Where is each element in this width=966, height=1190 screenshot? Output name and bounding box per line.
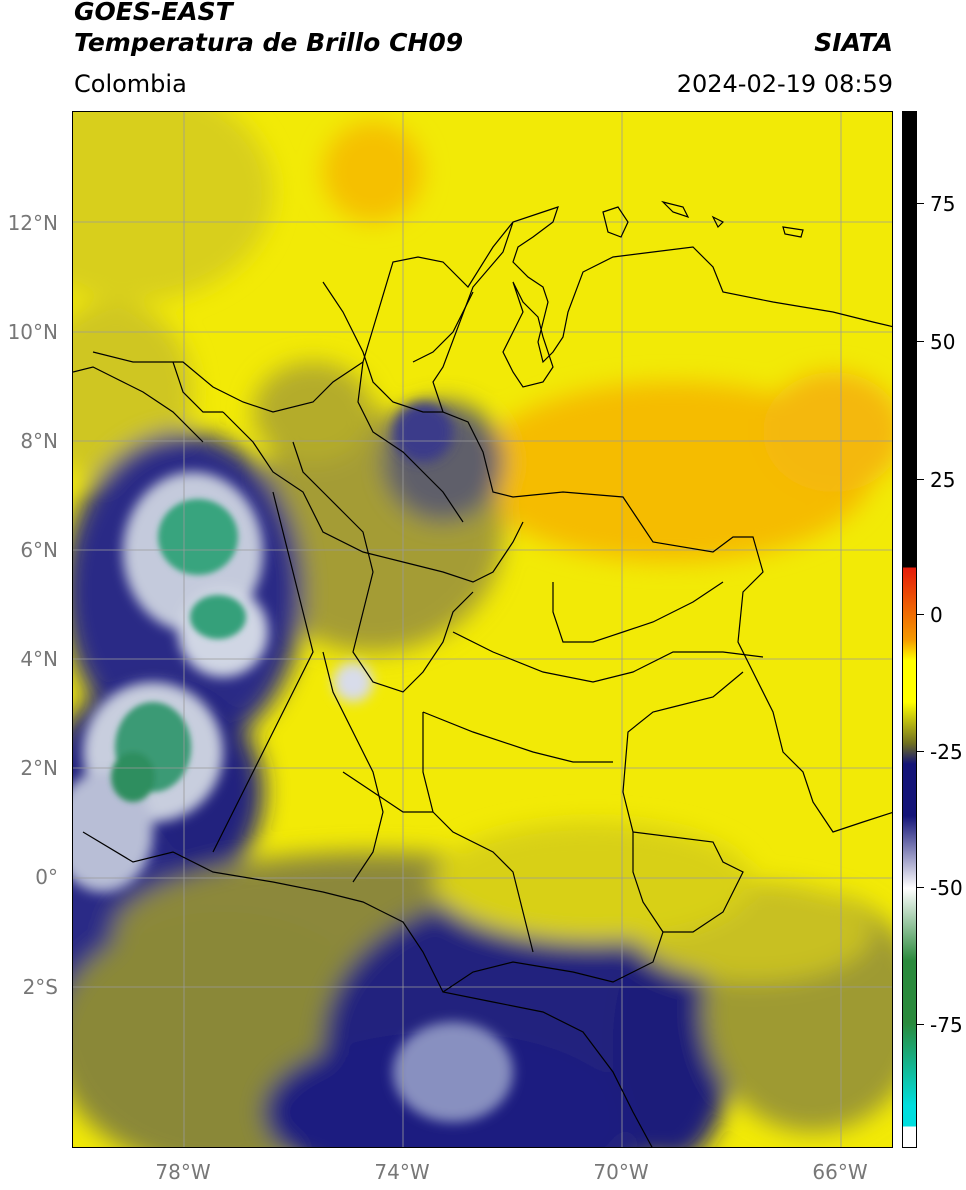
lat-label-4n: 4°N — [20, 647, 58, 671]
colorbar-label-75: 75 — [930, 192, 956, 216]
lon-label-78w: 78°W — [155, 1160, 211, 1184]
map-canvas — [73, 112, 892, 1147]
lon-label-70w: 70°W — [593, 1160, 649, 1184]
cloud-field — [73, 112, 892, 1147]
lat-label-12n: 12°N — [7, 211, 58, 235]
colorbar-tick — [917, 887, 924, 888]
colorbar-label-0: 0 — [930, 603, 943, 627]
colorbar-tick — [917, 479, 924, 480]
lat-label-2n: 2°N — [20, 756, 58, 780]
lon-label-74w: 74°W — [374, 1160, 430, 1184]
title-line-1: GOES-EAST — [74, 0, 233, 26]
datetime-label: 2024-02-19 08:59 — [676, 70, 893, 98]
green-cores — [111, 499, 246, 802]
graticule — [73, 112, 892, 1147]
colorbar-label-minus75: -75 — [930, 1013, 963, 1037]
borders — [73, 200, 892, 1147]
colorbar-tick — [917, 751, 924, 752]
colorbar-label-minus50: -50 — [930, 876, 963, 900]
colorbar — [902, 111, 917, 1148]
colorbar-tick — [917, 1024, 924, 1025]
lat-label-8n: 8°N — [20, 429, 58, 453]
colorbar-tick — [917, 341, 924, 342]
lat-label-0: 0° — [35, 865, 58, 889]
colorbar-tick — [917, 203, 924, 204]
colorbar-tick — [917, 614, 924, 615]
lon-label-66w: 66°W — [812, 1160, 868, 1184]
colorbar-label-25: 25 — [930, 468, 956, 492]
colorbar-label-minus25: -25 — [930, 740, 963, 764]
lat-label-6n: 6°N — [20, 538, 58, 562]
title-line-2: Temperatura de Brillo CH09 — [74, 28, 464, 57]
region-label: Colombia — [74, 70, 187, 98]
lat-label-10n: 10°N — [7, 320, 58, 344]
lat-label-2s: 2°S — [22, 975, 58, 999]
colorbar-label-50: 50 — [930, 330, 956, 354]
satellite-map[interactable] — [72, 111, 893, 1148]
brand-label: SIATA — [814, 28, 893, 57]
